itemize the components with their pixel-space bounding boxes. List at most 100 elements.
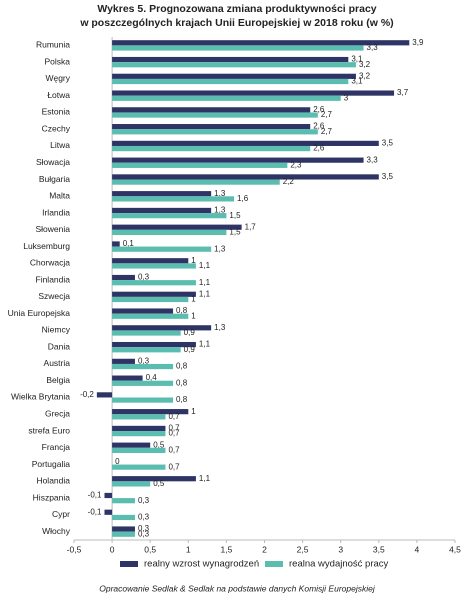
value-label: 1,1 xyxy=(199,261,211,270)
value-label: 0,8 xyxy=(176,395,188,404)
bar xyxy=(112,325,212,331)
value-label: 0,3 xyxy=(138,496,150,505)
y-tick-label: Hiszpania xyxy=(33,492,71,502)
y-tick-label: Malta xyxy=(49,191,70,201)
value-label: 1,6 xyxy=(237,194,249,203)
bar xyxy=(112,241,120,247)
y-tick-label: Litwa xyxy=(50,140,70,150)
y-tick-label: Unia Europejska xyxy=(8,308,71,318)
y-tick-label: Słowacja xyxy=(36,157,70,167)
value-label: 0,3 xyxy=(138,273,150,282)
value-label: 1,5 xyxy=(229,211,241,220)
x-tick-label: 2,5 xyxy=(297,544,309,554)
value-label: 2,6 xyxy=(313,144,325,153)
value-label: 0,9 xyxy=(184,345,196,354)
bar xyxy=(112,162,288,168)
value-label: 2,3 xyxy=(290,160,302,169)
x-tick-label: 3 xyxy=(338,544,343,554)
y-tick-label: Grecja xyxy=(45,409,70,419)
bar xyxy=(112,129,318,135)
value-label: 1 xyxy=(191,295,196,304)
value-label: 1,1 xyxy=(199,289,211,298)
chart-title: w poszczególnych krajach Unii Europejski… xyxy=(79,17,393,29)
bar xyxy=(112,90,395,96)
y-tick-label: Portugalia xyxy=(32,459,71,469)
value-label: 0,7 xyxy=(168,462,180,471)
x-tick-label: 1,5 xyxy=(220,544,232,554)
y-tick-label: Bułgaria xyxy=(39,174,70,184)
x-tick-label: 3,5 xyxy=(373,544,385,554)
legend-label: realny wzrost wynagrodzeń xyxy=(144,559,259,570)
y-tick-label: Dania xyxy=(48,341,70,351)
bar xyxy=(112,363,174,370)
bar xyxy=(112,481,151,487)
bar xyxy=(112,213,227,219)
bar xyxy=(104,509,113,515)
value-label: 1,1 xyxy=(199,474,211,483)
y-tick-label: strefa Euro xyxy=(28,425,70,435)
x-tick-label: 2 xyxy=(262,544,267,554)
bar xyxy=(112,191,212,197)
y-tick-label: Holandia xyxy=(36,476,70,486)
legend-swatch xyxy=(120,561,138,567)
bar xyxy=(112,291,196,297)
y-tick-label: Niemcy xyxy=(42,325,71,335)
value-label: 0,8 xyxy=(176,306,188,315)
value-label: 3,2 xyxy=(359,60,371,69)
value-label: 0,3 xyxy=(138,356,150,365)
value-label: 0,3 xyxy=(138,529,150,538)
value-label: 0,1 xyxy=(123,239,135,248)
legend-swatch xyxy=(265,561,283,567)
bar xyxy=(112,140,379,146)
y-tick-label: Belgia xyxy=(46,375,70,385)
legend-label: realna wydajność pracy xyxy=(289,559,389,570)
bar xyxy=(104,492,113,499)
value-label: 0,7 xyxy=(168,445,180,454)
bar xyxy=(112,229,227,236)
y-tick-label: Irlandia xyxy=(42,207,70,217)
value-label: 1,3 xyxy=(214,206,226,215)
bar xyxy=(112,464,166,470)
value-label: 1,3 xyxy=(214,244,226,253)
bar xyxy=(112,347,181,353)
value-label: 3 xyxy=(344,93,349,102)
y-tick-label: Cypr xyxy=(52,509,70,519)
bar xyxy=(112,313,189,319)
value-label: -0,1 xyxy=(88,491,102,500)
bar xyxy=(112,62,356,68)
bar xyxy=(112,107,311,113)
x-tick-label: -0,5 xyxy=(67,544,82,554)
source-note: Opracowanie Sedlak & Sedlak na podstawie… xyxy=(99,583,376,593)
bar xyxy=(112,78,349,85)
bar xyxy=(112,112,318,118)
y-tick-label: Rumunia xyxy=(36,40,70,50)
bar xyxy=(112,157,364,163)
bar xyxy=(112,431,166,437)
value-label: 0,5 xyxy=(153,479,165,488)
y-tick-label: Szwecja xyxy=(38,291,70,301)
bar xyxy=(112,380,174,386)
value-label: 2,7 xyxy=(321,127,333,136)
value-label: 0,7 xyxy=(168,429,180,438)
value-label: 0,8 xyxy=(176,378,188,387)
value-label: -0,2 xyxy=(80,390,94,399)
y-tick-label: Polska xyxy=(44,56,70,66)
bar xyxy=(112,476,196,482)
value-label: 0,9 xyxy=(184,328,196,337)
bar xyxy=(112,397,174,403)
bar xyxy=(112,531,135,537)
value-label: 3,1 xyxy=(351,77,363,86)
value-label: 2,6 xyxy=(313,122,325,131)
bar xyxy=(112,425,166,432)
bar xyxy=(112,514,135,521)
value-label: 0,4 xyxy=(146,373,158,382)
value-label: -0,1 xyxy=(88,507,102,516)
value-label: 3,1 xyxy=(351,55,363,64)
bar xyxy=(112,409,189,415)
bar xyxy=(112,308,174,314)
bar xyxy=(112,375,143,381)
bar xyxy=(112,207,212,214)
bar xyxy=(112,358,135,364)
bar xyxy=(112,447,166,453)
